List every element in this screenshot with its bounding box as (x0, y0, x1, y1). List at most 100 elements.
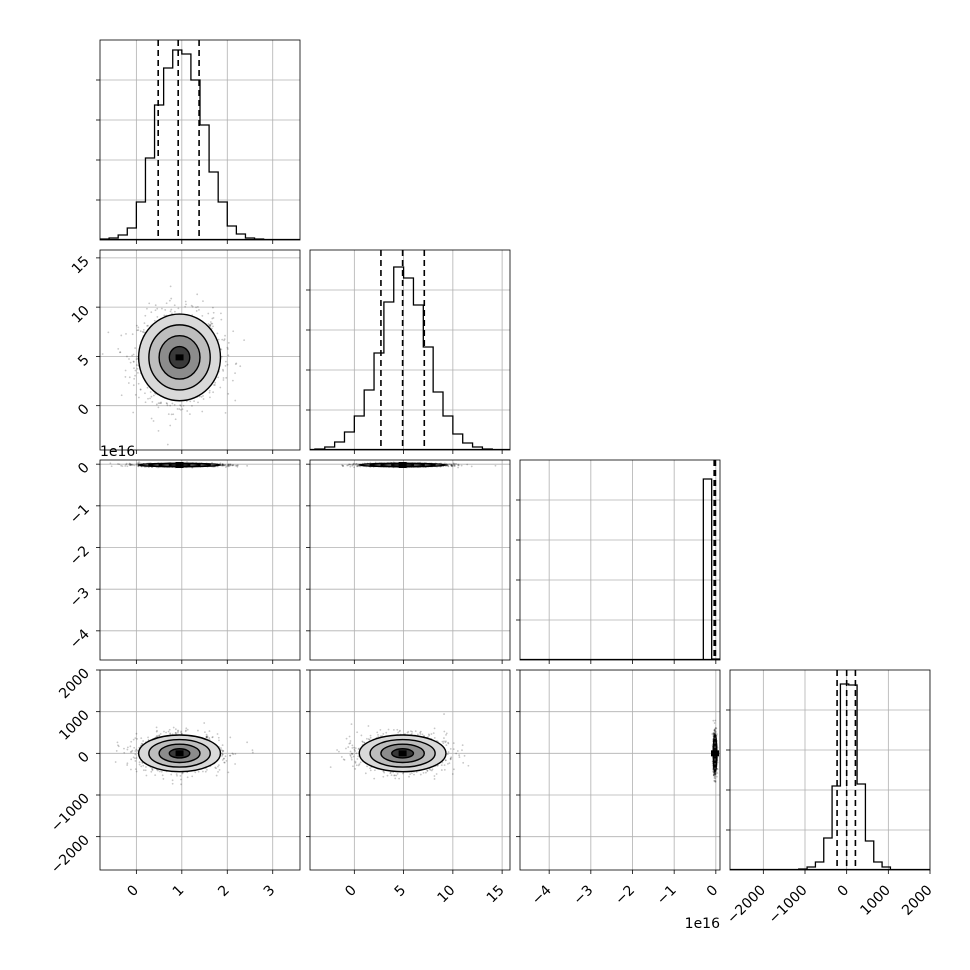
scatter-point (329, 766, 332, 769)
scatter-point (348, 735, 351, 738)
scatter-point (383, 771, 386, 774)
scatter-point (155, 726, 158, 729)
scatter-point (234, 763, 237, 765)
scatter-point (714, 727, 717, 730)
scatter-point (115, 750, 118, 752)
scatter-point (351, 747, 354, 749)
scatter-point (144, 392, 146, 395)
scatter-point (714, 777, 717, 780)
panel-content (520, 670, 720, 870)
x-tick-label: −4 (529, 882, 555, 908)
scatter-point (714, 719, 717, 722)
scatter-point (135, 757, 138, 759)
scatter-point (231, 379, 234, 382)
scatter-point (227, 464, 230, 467)
panel-frame (99, 669, 301, 871)
scatter-point (219, 386, 222, 389)
scatter-point (143, 322, 146, 325)
scatter-point (351, 463, 354, 466)
y-tick-label: 2000 (56, 666, 93, 703)
scatter-point (212, 325, 214, 328)
scatter-point (397, 731, 400, 734)
scatter-point (395, 774, 398, 777)
scatter-point (135, 364, 138, 366)
scatter-point (443, 764, 446, 767)
scatter-point (449, 747, 452, 750)
scatter-point (142, 328, 145, 331)
panel-frame (519, 669, 721, 871)
scatter-point (135, 463, 138, 466)
scatter-point (455, 752, 458, 755)
scatter-point (236, 464, 238, 467)
scatter-point (163, 314, 166, 317)
scatter-point (179, 404, 182, 407)
scatter-point (137, 329, 140, 332)
scatter-point (209, 396, 211, 399)
scatter-point (136, 462, 139, 465)
scatter-point (212, 391, 215, 394)
scatter-point (205, 736, 208, 738)
scatter-point (120, 464, 123, 467)
scatter-point (175, 731, 177, 734)
scatter-point (416, 733, 419, 736)
scatter-point (713, 722, 716, 724)
scatter-point (217, 736, 220, 739)
scatter-point (130, 463, 132, 466)
scatter-point (234, 399, 237, 402)
contour (168, 345, 191, 369)
scatter-point (347, 746, 350, 748)
scatter-point (130, 740, 133, 743)
scatter-point (367, 738, 370, 740)
scatter-point (212, 317, 215, 319)
scatter-point (212, 306, 214, 309)
scatter-point (208, 391, 211, 394)
scatter-point (132, 464, 135, 466)
scatter-point (352, 755, 355, 758)
scatter-point (208, 738, 211, 741)
scatter-point (229, 754, 231, 757)
scatter-point (224, 334, 226, 337)
scatter-point (714, 730, 717, 733)
scatter-point (386, 774, 389, 777)
scatter-point (358, 747, 360, 750)
scatter-point (166, 443, 169, 446)
scatter-point (447, 741, 450, 744)
scatter-point (164, 309, 167, 311)
scatter-point (150, 311, 153, 314)
scatter-point (157, 402, 160, 405)
scatter-point (178, 408, 181, 410)
scatter-point (234, 464, 237, 467)
scatter-point (160, 770, 163, 773)
scatter-point (440, 764, 443, 767)
scatter-point (117, 347, 120, 350)
scatter-point (353, 746, 355, 749)
scatter-point (223, 339, 225, 342)
scatter-point (382, 770, 385, 773)
scatter-point (713, 728, 716, 731)
scatter-point (715, 775, 718, 778)
scatter-point (134, 760, 137, 762)
scatter-point (140, 742, 143, 745)
scatter-point (713, 729, 716, 732)
scatter-point (445, 740, 447, 743)
scatter-point (450, 463, 453, 466)
scatter-point (136, 355, 138, 358)
scatter-point (452, 464, 455, 467)
scatter-point (713, 731, 716, 734)
scatter-point (352, 463, 355, 465)
scatter-point (211, 461, 213, 464)
scatter-point (213, 384, 215, 386)
scatter-point (419, 773, 422, 776)
scatter-point (221, 759, 224, 761)
y-offset-label: 1e16 (100, 444, 135, 460)
scatter-point (169, 285, 172, 288)
scatter-point (156, 316, 159, 318)
scatter-point (220, 355, 223, 358)
scatter-point (157, 769, 159, 772)
density-peak (175, 462, 184, 468)
scatter-point (712, 732, 715, 734)
scatter-point (137, 326, 140, 329)
scatter-point (354, 760, 357, 763)
scatter-point (133, 367, 135, 370)
scatter-point (131, 463, 134, 466)
